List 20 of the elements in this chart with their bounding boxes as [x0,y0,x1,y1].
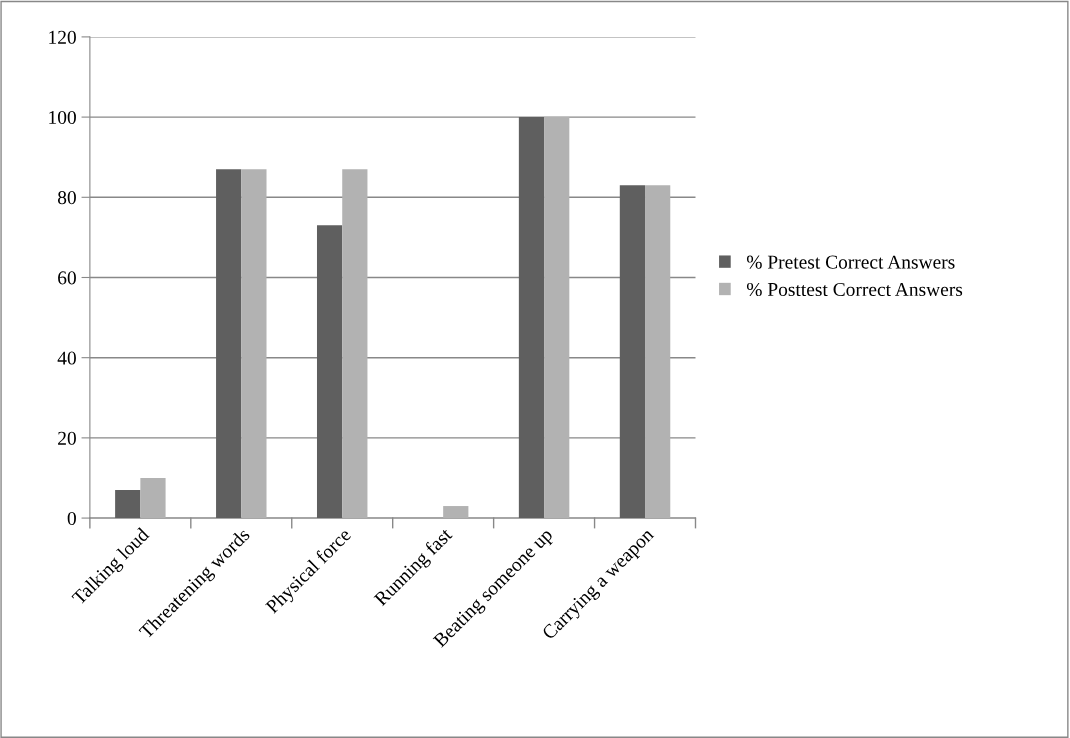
bar [443,506,469,519]
bar [645,185,671,519]
y-tick-label: 80 [57,191,76,205]
y-tick-label: 120 [49,30,76,44]
bar [316,225,343,519]
bar [115,490,141,519]
bar [518,117,545,519]
bar [140,477,166,519]
y-tick-label: 40 [57,351,76,365]
y-tick-label: 0 [67,511,76,526]
bar [216,169,242,519]
bar [544,117,570,519]
bar [342,169,368,519]
y-tick-label: 20 [58,431,76,445]
bar [241,169,267,519]
y-tick-label: 100 [49,110,76,125]
legend-label: % Posttest Correct Answers [746,282,963,297]
legend-label: % Pretest Correct Answers [746,255,955,269]
bar [619,185,646,519]
y-tick-label: 60 [58,271,76,285]
